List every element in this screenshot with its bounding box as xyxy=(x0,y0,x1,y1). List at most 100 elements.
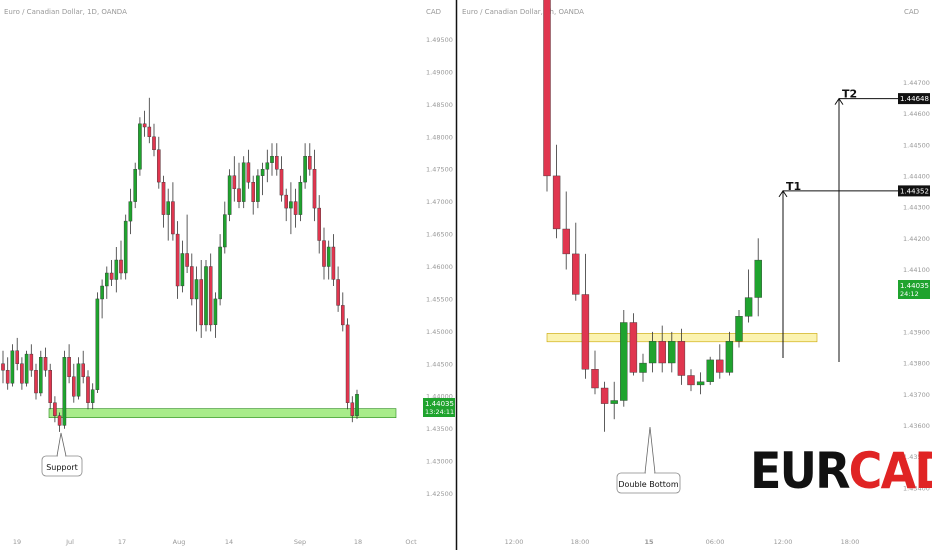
bearish-candle-body xyxy=(57,415,62,426)
bullish-candle-body xyxy=(298,181,303,215)
bullish-candle-body xyxy=(166,201,171,215)
bearish-candle-body xyxy=(572,253,580,295)
support-callout-pointer xyxy=(56,432,67,457)
candle xyxy=(246,149,251,189)
candle xyxy=(326,240,331,280)
bullish-candle-body xyxy=(326,246,331,267)
bullish-candle-body xyxy=(100,285,104,300)
y-tick-label: 1.43500 xyxy=(426,425,453,433)
x-tick-label: 18:00 xyxy=(571,538,590,546)
candle xyxy=(213,292,218,338)
candle xyxy=(20,357,24,390)
y-tick-label: 1.43600 xyxy=(903,422,930,430)
candle xyxy=(322,227,326,280)
bullish-candle-body xyxy=(123,220,128,274)
y-tick-label: 1.45000 xyxy=(426,328,453,336)
y-tick-label: 1.44400 xyxy=(903,172,930,180)
bearish-candle-body xyxy=(142,123,147,128)
daily-x-axis: 19 Jul 17 Aug 14 Sep 18 Oct xyxy=(13,538,417,546)
t2-price-label: 1.44648 xyxy=(900,95,929,103)
candle xyxy=(658,325,666,373)
bearish-candle-body xyxy=(5,370,10,384)
bullish-candle-body xyxy=(260,168,265,176)
x-tick-label: 14 xyxy=(225,538,233,546)
double-bottom-callout: Double Bottom xyxy=(616,426,681,494)
candle xyxy=(29,344,34,377)
bullish-candle-body xyxy=(24,353,29,384)
candle xyxy=(754,238,762,317)
candle xyxy=(317,195,322,254)
candle xyxy=(241,156,246,209)
daily-last-price: 1.44035 xyxy=(425,400,454,408)
candle xyxy=(10,344,15,387)
daily-currency-label: CAD xyxy=(426,8,441,16)
bearish-candle-body xyxy=(15,350,20,364)
candle xyxy=(303,143,307,189)
candle xyxy=(260,162,265,196)
daily-chart-panel[interactable]: Euro / Canadian Dollar, 1D, OANDA CAD 1.… xyxy=(1,8,455,546)
hourly-candles xyxy=(543,0,762,432)
bearish-candle-body xyxy=(156,149,161,183)
candle xyxy=(237,162,241,209)
bullish-candle-body xyxy=(696,381,705,386)
candle xyxy=(138,117,142,176)
candle xyxy=(114,247,119,293)
bullish-candle-body xyxy=(754,259,762,298)
candle xyxy=(71,363,76,403)
bullish-candle-body xyxy=(138,123,142,170)
candle xyxy=(687,369,695,392)
double-bottom-label: Double Bottom xyxy=(618,480,678,489)
x-tick-label: 18:00 xyxy=(841,538,860,546)
bullish-candle-body xyxy=(725,341,734,373)
candle xyxy=(86,370,90,410)
bullish-candle-body xyxy=(76,363,81,397)
bearish-candle-body xyxy=(199,279,204,326)
bullish-candle-body xyxy=(620,322,628,401)
t1-price-box xyxy=(898,185,930,197)
candle xyxy=(156,136,161,189)
candle xyxy=(39,350,43,397)
candle xyxy=(104,266,109,299)
candle xyxy=(1,350,5,384)
bullish-candle-body xyxy=(289,201,293,209)
candle xyxy=(76,357,81,400)
y-tick-label: 1.46000 xyxy=(426,263,453,271)
t2-label: T2 xyxy=(842,88,857,101)
x-tick-label: 19 xyxy=(13,538,21,546)
bullish-candle-body xyxy=(194,279,199,300)
bullish-candle-body xyxy=(256,175,260,202)
x-tick-label: 12:00 xyxy=(505,538,524,546)
candle xyxy=(543,0,551,192)
support-callout: Support xyxy=(41,432,83,477)
candle xyxy=(620,310,628,407)
candle xyxy=(62,350,67,429)
bearish-candle-body xyxy=(658,341,666,364)
x-tick-label: Jul xyxy=(65,538,74,546)
y-tick-label: 1.44300 xyxy=(903,204,930,212)
y-tick-label: 1.43400 xyxy=(903,484,930,492)
y-tick-label: 1.43700 xyxy=(903,391,930,399)
hourly-chart-panel[interactable]: Euro / Canadian Dollar, 1h, OANDA CAD 1.… xyxy=(462,0,930,546)
candle xyxy=(222,201,227,254)
candle xyxy=(218,234,222,306)
y-tick-label: 1.44600 xyxy=(903,110,930,118)
bullish-candle-body xyxy=(104,272,109,287)
candle xyxy=(171,182,175,241)
candle xyxy=(336,266,340,312)
candle xyxy=(53,396,57,423)
y-tick-label: 1.42500 xyxy=(426,490,453,498)
candle xyxy=(24,350,29,387)
bearish-candle-body xyxy=(34,370,38,394)
candle xyxy=(5,357,10,390)
bearish-candle-body xyxy=(175,233,180,287)
bearish-candle-body xyxy=(20,363,24,384)
candle xyxy=(67,344,71,384)
bullish-candle-body xyxy=(265,162,270,170)
candle xyxy=(251,175,256,215)
hourly-countdown: 24:12 xyxy=(900,290,919,298)
candle xyxy=(208,253,213,332)
hourly-y-axis: 1.44700 1.44600 1.44500 1.44400 1.44300 1.442… xyxy=(903,79,930,492)
candle xyxy=(147,97,152,144)
hourly-chart-title: Euro / Canadian Dollar, 1h, OANDA xyxy=(462,8,584,16)
